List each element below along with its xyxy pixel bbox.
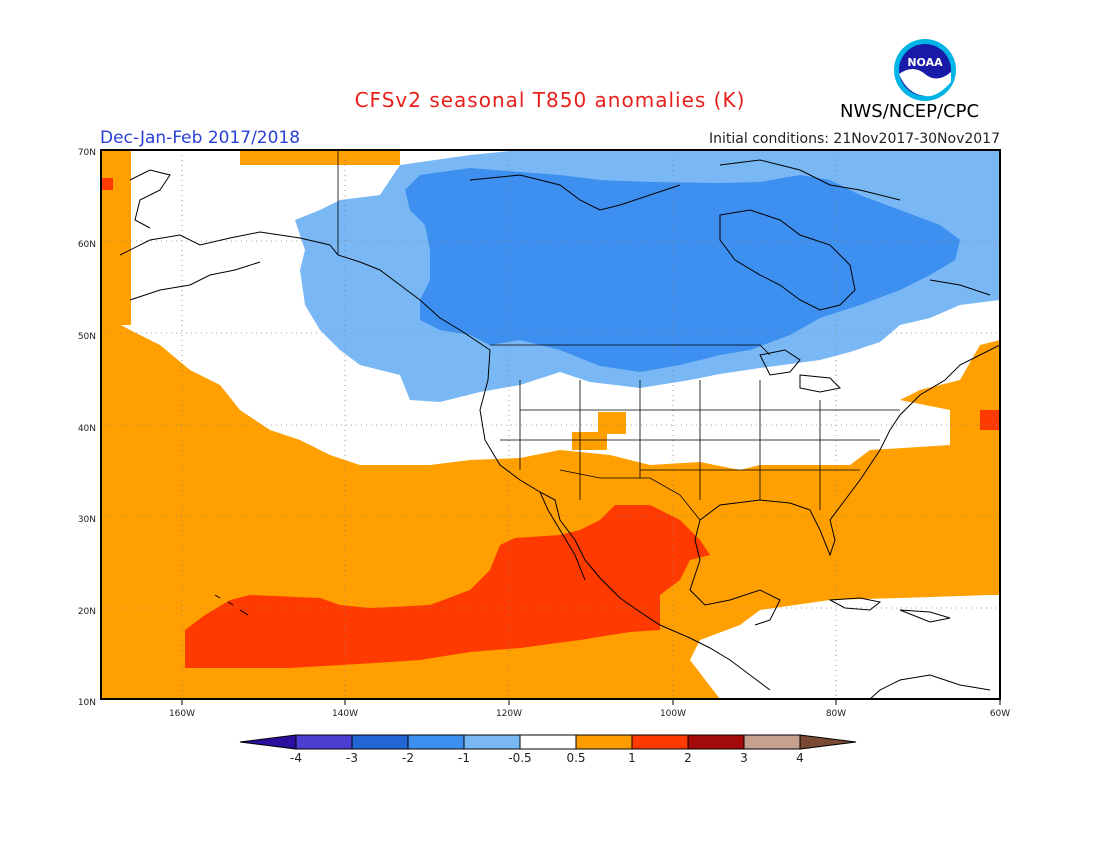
colorbar-label: 3: [740, 751, 748, 765]
colorbar-label: -2: [402, 751, 414, 765]
colorbar-label: 4: [796, 751, 804, 765]
colorbar-label: 1: [628, 751, 636, 765]
lon-label-60W: 60W: [990, 709, 1010, 719]
strong-warm-anomaly-region: [185, 505, 710, 668]
colorbar-segment-4: [463, 734, 521, 750]
colorbar-label: -4: [290, 751, 302, 765]
colorbar-segment-9: [743, 734, 801, 750]
colorbar-label: -1: [458, 751, 470, 765]
organization-label: NWS/NCEP/CPC: [840, 101, 980, 122]
latitude-labels: 70N 60N 50N 40N 30N 20N 10N: [78, 148, 96, 708]
lon-label-80W: 80W: [826, 709, 846, 719]
svg-text:NOAA: NOAA: [907, 56, 943, 69]
colorbar-label: 0.5: [566, 751, 585, 765]
colorbar-segment-6: [575, 734, 633, 750]
lat-label-10N: 10N: [78, 698, 96, 708]
colorbar-label: -3: [346, 751, 358, 765]
political-borders: [337, 150, 900, 521]
colorbar-segment-7: [631, 734, 689, 750]
lon-label-120W: 120W: [496, 709, 522, 719]
colorbar-segment-2: [351, 734, 409, 750]
map-frame: [100, 149, 1001, 700]
lat-label-60N: 60N: [78, 240, 96, 250]
lon-label-160W: 160W: [169, 709, 195, 719]
colorbar-legend: -4 -3 -2 -1 -0.5 0.5 1 2 3 4: [239, 734, 857, 765]
cold-anomaly-region-dark: [405, 168, 960, 372]
colorbar-label: -0.5: [508, 751, 531, 765]
lat-label-30N: 30N: [78, 515, 96, 525]
lon-label-140W: 140W: [332, 709, 358, 719]
coastlines: [119, 159, 1000, 699]
initial-conditions-label: Initial conditions: 21Nov2017-30Nov2017: [709, 131, 1000, 147]
longitude-labels: 160W 140W 120W 100W 80W 60W: [169, 709, 1010, 719]
lat-label-40N: 40N: [78, 424, 96, 434]
noaa-logo: NOAA: [894, 39, 956, 101]
colorbar-segment-max: [799, 734, 857, 750]
colorbar-segment-8: [687, 734, 745, 750]
colorbar-segment-3: [407, 734, 465, 750]
colorbar-segment-1: [295, 734, 353, 750]
season-label: Dec-Jan-Feb 2017/2018: [100, 128, 301, 148]
lat-label-20N: 20N: [78, 607, 96, 617]
lat-label-50N: 50N: [78, 332, 96, 342]
chart-title: CFSv2 seasonal T850 anomalies (K): [354, 88, 746, 112]
lon-label-100W: 100W: [660, 709, 686, 719]
lat-label-70N: 70N: [78, 148, 96, 158]
colorbar-label: 2: [684, 751, 692, 765]
colorbar-segment-min: [239, 734, 297, 750]
colorbar-segment-5: [519, 734, 577, 750]
